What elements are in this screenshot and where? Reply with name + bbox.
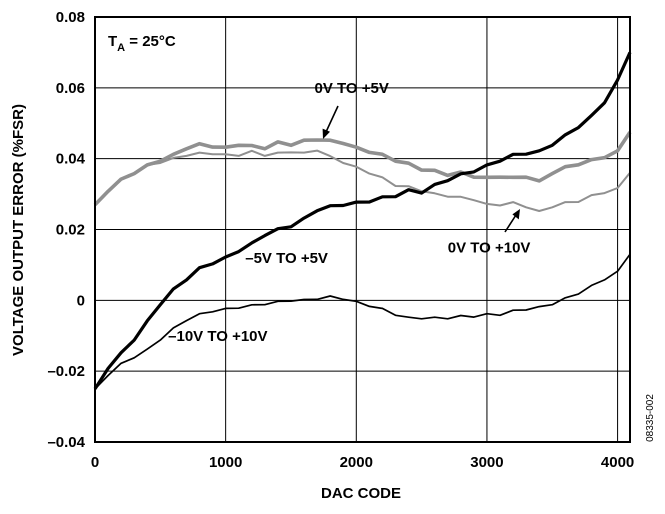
condition-subscript: A <box>117 42 125 54</box>
y-tick-label: 0.08 <box>56 9 85 26</box>
y-tick-labels: –0.04 –0.02 0 0.02 0.04 0.06 0.08 <box>47 9 85 451</box>
figure-id: 08335-002 <box>645 394 656 442</box>
x-axis-title: DAC CODE <box>321 485 401 502</box>
x-tick-label: 0 <box>91 454 99 471</box>
x-tick-label: 3000 <box>470 454 503 471</box>
series-0v-to-5v-line <box>93 131 632 206</box>
label-0v-to-5v: 0V TO +5V <box>314 80 388 97</box>
temperature-condition: TA = 25°C <box>108 33 176 54</box>
label-minus10v-to-10v: –10V TO +10V <box>168 328 267 345</box>
y-tick-label: –0.04 <box>47 434 85 451</box>
label-minus5v-to-5v: –5V TO +5V <box>245 250 328 267</box>
x-tick-label: 4000 <box>601 454 634 471</box>
condition-main: T <box>108 33 117 50</box>
y-tick-label: 0.04 <box>56 151 86 168</box>
series-0v-to-10v-line <box>94 149 631 212</box>
arrow-0v-to-5v <box>325 105 339 133</box>
series-group <box>93 51 632 390</box>
y-tick-label: 0.02 <box>56 222 85 239</box>
x-tick-label: 2000 <box>340 454 373 471</box>
y-axis-title: VOLTAGE OUTPUT ERROR (%FSR) <box>10 104 27 356</box>
annotations: 0V TO +5V 0V TO +10V –5V TO +5V –10V TO +10… <box>168 80 530 345</box>
plot-frame <box>94 16 631 443</box>
x-tick-label: 1000 <box>209 454 242 471</box>
condition-rest: = 25°C <box>125 33 176 50</box>
y-tick-label: 0 <box>77 292 85 309</box>
y-tick-label: –0.02 <box>47 363 85 380</box>
series-minus5v-to-5v-line <box>93 51 632 390</box>
x-tick-labels: 0 1000 2000 3000 4000 <box>91 454 634 471</box>
label-0v-to-10v: 0V TO +10V <box>448 240 531 257</box>
arrow-0v-to-10v <box>504 214 517 233</box>
series-minus10v-to-10v-line <box>94 253 631 390</box>
y-tick-label: 0.06 <box>56 80 85 97</box>
arrowhead-0v-to-10v <box>512 209 520 220</box>
arrowhead-0v-to-5v <box>322 128 330 139</box>
grid <box>95 17 630 442</box>
